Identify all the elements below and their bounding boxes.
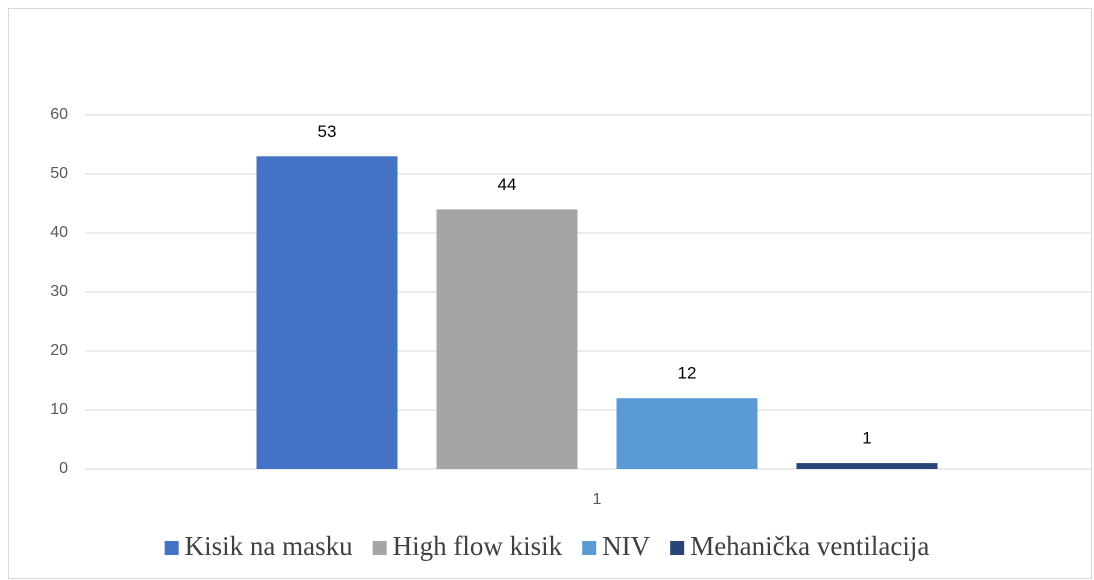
legend-swatch bbox=[582, 541, 597, 555]
bar bbox=[436, 209, 578, 469]
data-label: 44 bbox=[498, 175, 517, 194]
legend-swatch bbox=[372, 541, 387, 555]
bar bbox=[796, 463, 938, 469]
bar bbox=[256, 156, 398, 470]
y-tick-label: 0 bbox=[59, 460, 68, 477]
data-label: 53 bbox=[318, 122, 337, 141]
data-label: 1 bbox=[862, 429, 871, 448]
y-tick-label: 10 bbox=[50, 401, 68, 418]
data-label: 12 bbox=[678, 364, 697, 383]
legend-swatch bbox=[670, 541, 685, 555]
x-tick-label: 1 bbox=[593, 491, 602, 508]
y-tick-label: 50 bbox=[50, 165, 68, 182]
legend-label: Mehanička ventilacija bbox=[690, 531, 929, 561]
y-tick-label: 40 bbox=[50, 224, 68, 241]
legend-label: High flow kisik bbox=[393, 531, 563, 561]
legend-swatch bbox=[164, 541, 179, 555]
legend-label: Kisik na masku bbox=[185, 531, 353, 561]
bar bbox=[616, 398, 758, 469]
y-tick-label: 30 bbox=[50, 283, 68, 300]
y-tick-label: 60 bbox=[50, 106, 68, 123]
legend-label: NIV bbox=[602, 531, 650, 561]
y-tick-label: 20 bbox=[50, 342, 68, 359]
